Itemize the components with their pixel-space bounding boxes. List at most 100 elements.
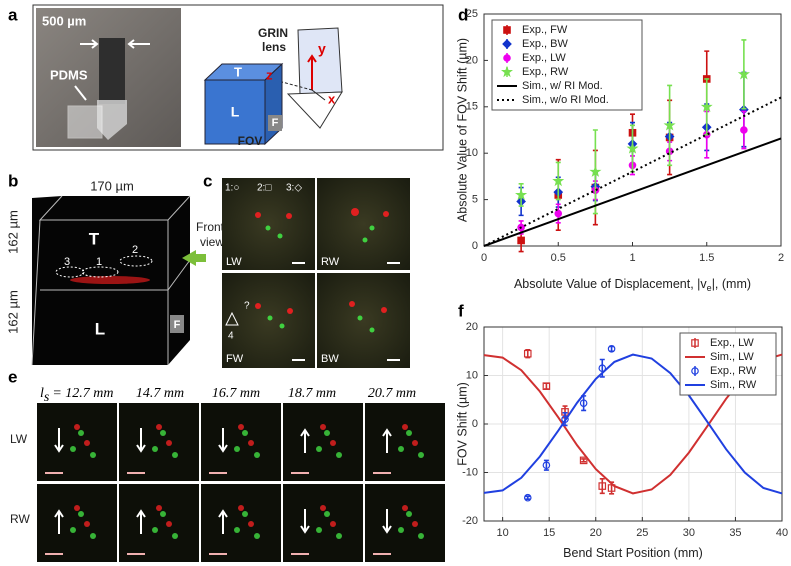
legend-label: Sim., RW <box>710 379 757 391</box>
y-tick-label: 0 <box>472 418 478 430</box>
cell <box>84 440 90 446</box>
cell <box>330 521 336 527</box>
pdms-arrow <box>74 85 87 101</box>
x-tick-label: 1.5 <box>699 252 714 264</box>
marker <box>626 142 639 154</box>
legend-label: Exp., RW <box>710 365 757 377</box>
error-bar <box>581 458 587 463</box>
marker <box>523 493 532 502</box>
marker <box>503 26 511 34</box>
roi <box>81 266 119 278</box>
marker <box>579 399 588 407</box>
lens-body <box>297 27 343 95</box>
y-tick-label: 20 <box>466 321 478 333</box>
tile-label: BW <box>321 353 339 365</box>
micro-tile <box>365 403 445 481</box>
cell <box>320 505 326 511</box>
cell <box>238 505 244 511</box>
panel-label: e <box>8 367 17 386</box>
marker <box>740 126 748 134</box>
marker <box>691 339 699 347</box>
cell <box>74 505 80 511</box>
legend-label: Sim., LW <box>710 351 754 363</box>
micro-tile <box>119 484 199 562</box>
marker <box>598 364 607 373</box>
marker <box>542 461 551 470</box>
motion-arrow <box>54 428 64 453</box>
face-front-box <box>170 315 184 333</box>
face-label: T <box>89 229 100 248</box>
micro-tile <box>365 484 445 562</box>
x-tick-label: 15 <box>543 527 555 539</box>
tile-label: FW <box>226 353 244 365</box>
cell <box>248 521 254 527</box>
x-tick-label: 0 <box>481 252 487 264</box>
motion-arrow <box>300 428 310 453</box>
legend-label: Sim., w/ RI Mod. <box>522 80 603 92</box>
scale-bars <box>292 262 400 361</box>
cell <box>160 511 166 517</box>
cell <box>160 430 166 436</box>
x-axis-label-part: Bend Start Position (mm) <box>563 546 703 560</box>
cells <box>265 225 375 333</box>
roi <box>55 266 85 278</box>
cell <box>320 424 326 430</box>
cells <box>255 208 389 314</box>
legend-label: Exp., BW <box>522 38 568 50</box>
cell <box>172 533 178 539</box>
error-bar <box>525 348 531 359</box>
cell <box>156 424 162 430</box>
dimension-label: 162 µm <box>5 290 20 334</box>
cell <box>234 527 240 533</box>
cell <box>78 430 84 436</box>
panel-label: d <box>458 5 468 24</box>
y-tick-label: 10 <box>466 369 478 381</box>
panel-label: b <box>8 171 18 190</box>
cell <box>418 533 424 539</box>
error-bar <box>525 495 531 500</box>
legend-text: 1:○ <box>225 183 239 194</box>
micro-tile <box>119 403 199 481</box>
cell <box>74 424 80 430</box>
x-axis-label-part: |, (mm) <box>712 277 751 291</box>
face-label: F <box>174 319 181 331</box>
face-label: T <box>234 64 242 79</box>
motion-arrow <box>136 428 146 453</box>
legend: Exp., LW Sim., LW Exp., RW Sim., RW <box>679 332 777 396</box>
micro-tile <box>201 403 281 481</box>
chart: 10 15 20 25 30 35 40 -20 -10 0 10 20 Bend Start Posi… <box>455 321 788 560</box>
legend-box <box>491 19 643 111</box>
x-axis-label-part: e <box>707 283 712 293</box>
x-tick-label: 0.5 <box>551 252 566 264</box>
marker <box>515 188 528 201</box>
motion-arrow <box>136 509 146 534</box>
cell <box>156 505 162 511</box>
marker <box>589 165 602 177</box>
grin-label: lens <box>262 40 286 54</box>
x-tick-label: 2 <box>778 252 784 264</box>
column-value: = 12.7 mm <box>52 386 113 401</box>
motion-arrow <box>218 428 228 453</box>
cell <box>402 505 408 511</box>
y-tick-label: -10 <box>462 466 478 478</box>
column-header: 18.7 mm <box>288 386 336 401</box>
roi-label: 2 <box>132 244 138 256</box>
axis-label: z <box>266 67 273 82</box>
roi-label: 3 <box>64 256 70 268</box>
marker <box>737 67 750 80</box>
tile-label: LW <box>226 256 242 268</box>
motion-arrow <box>54 509 64 534</box>
motion-arrow <box>218 509 228 534</box>
x-tick-label: 35 <box>729 527 741 539</box>
cell <box>238 424 244 430</box>
cell <box>398 446 404 452</box>
cell <box>336 452 342 458</box>
legend-label: Sim., w/o RI Mod. <box>522 94 609 106</box>
panel-label: c <box>203 171 212 190</box>
marker <box>663 119 676 131</box>
symbol: l <box>40 386 44 401</box>
series-line <box>483 137 782 247</box>
cell <box>254 533 260 539</box>
cell <box>78 511 84 517</box>
